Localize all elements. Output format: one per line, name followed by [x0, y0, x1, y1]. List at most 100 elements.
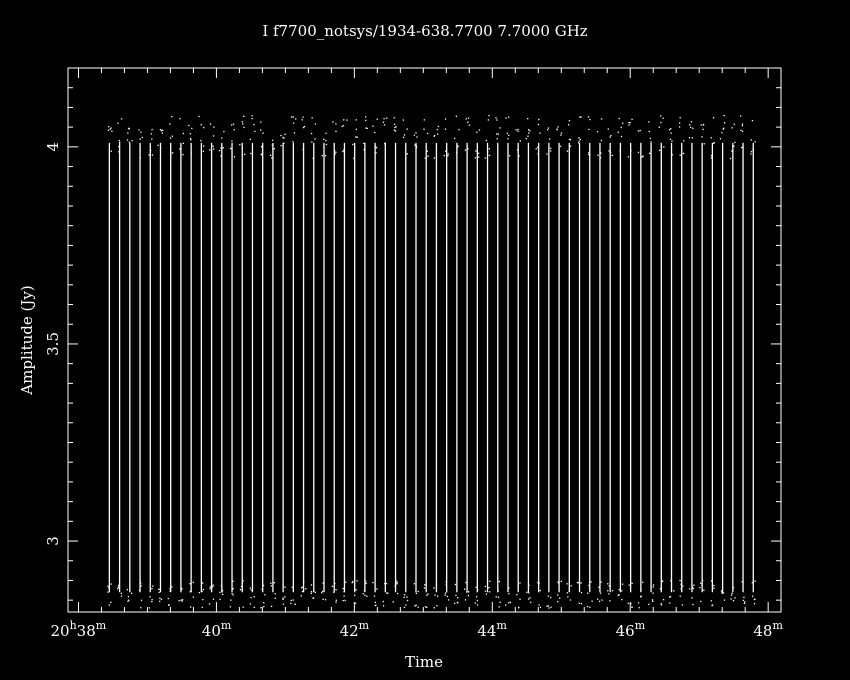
data-point [628, 124, 630, 126]
data-point [589, 154, 591, 156]
x-tick-label: 40m [202, 619, 232, 640]
data-point [353, 594, 356, 596]
data-point [608, 585, 610, 587]
data-point [140, 599, 143, 601]
data-point [202, 598, 204, 601]
data-point [120, 592, 123, 594]
data-point [179, 117, 181, 120]
data-point [402, 119, 405, 121]
data-point [406, 599, 409, 602]
data-point [158, 591, 160, 594]
data-points [107, 114, 756, 609]
data-point [212, 598, 215, 600]
data-point [321, 590, 324, 593]
data-point [628, 584, 630, 586]
data-point [283, 137, 285, 139]
data-point [263, 605, 265, 608]
data-point [150, 149, 152, 152]
data-point [209, 123, 212, 125]
data-point [376, 118, 378, 120]
data-point [547, 127, 550, 129]
data-point [699, 586, 701, 589]
data-point [721, 131, 723, 134]
y-axis-label: Amplitude (Jy) [18, 285, 36, 395]
data-point [556, 128, 558, 130]
data-point [688, 137, 691, 139]
data-point [417, 590, 419, 593]
data-point [161, 129, 164, 131]
data-point [403, 606, 406, 609]
data-point [536, 146, 539, 149]
data-point [203, 145, 205, 147]
data-point [243, 126, 245, 129]
data-point [465, 581, 467, 584]
data-point [670, 128, 672, 130]
data-point [382, 600, 384, 603]
data-point [558, 582, 560, 584]
x-tick-label: 20h38m [50, 619, 106, 640]
data-point [354, 602, 357, 604]
data-point [519, 598, 521, 600]
data-point [321, 155, 323, 157]
data-point [415, 147, 418, 149]
data-point [423, 119, 425, 121]
data-point [229, 606, 232, 608]
data-point [649, 137, 652, 140]
data-point [202, 588, 205, 591]
data-point [427, 132, 429, 135]
data-point [734, 141, 736, 144]
data-point [128, 128, 131, 130]
data-point [445, 150, 447, 152]
data-point [631, 118, 633, 121]
data-point [499, 127, 501, 129]
data-point [253, 606, 255, 609]
data-point [753, 603, 756, 605]
data-point [364, 116, 367, 118]
data-point [467, 595, 470, 597]
data-point [670, 580, 672, 582]
data-point [375, 604, 377, 606]
data-point [108, 604, 110, 606]
data-point [650, 141, 652, 143]
data-point [415, 604, 417, 606]
data-point [526, 591, 528, 593]
data-point [681, 604, 683, 606]
data-point [701, 584, 703, 586]
data-point [732, 586, 735, 589]
data-point [446, 595, 449, 598]
data-point [444, 592, 447, 594]
data-point [488, 591, 491, 593]
data-point [729, 157, 732, 160]
data-point [484, 157, 486, 159]
data-point [619, 150, 621, 152]
data-point [383, 118, 385, 120]
data-point [148, 154, 150, 156]
data-point [374, 146, 377, 148]
data-point [652, 584, 655, 586]
data-point [292, 141, 294, 143]
data-point [609, 151, 612, 154]
data-point [433, 135, 435, 137]
data-point [702, 128, 704, 131]
data-point [118, 151, 120, 153]
data-point [679, 117, 681, 119]
data-point [741, 123, 744, 125]
data-point [588, 153, 590, 156]
data-point [529, 597, 531, 599]
data-point [508, 592, 510, 595]
data-point [169, 588, 171, 590]
data-point [659, 588, 662, 590]
data-point [597, 598, 599, 600]
data-point [631, 606, 633, 608]
data-point [580, 603, 583, 605]
data-point [335, 151, 337, 153]
data-point [538, 604, 540, 606]
data-point [546, 153, 548, 155]
data-point [220, 147, 222, 149]
data-point [201, 582, 204, 584]
data-point [448, 599, 450, 601]
data-point [648, 603, 650, 605]
data-point [221, 593, 224, 595]
data-point [343, 595, 345, 597]
